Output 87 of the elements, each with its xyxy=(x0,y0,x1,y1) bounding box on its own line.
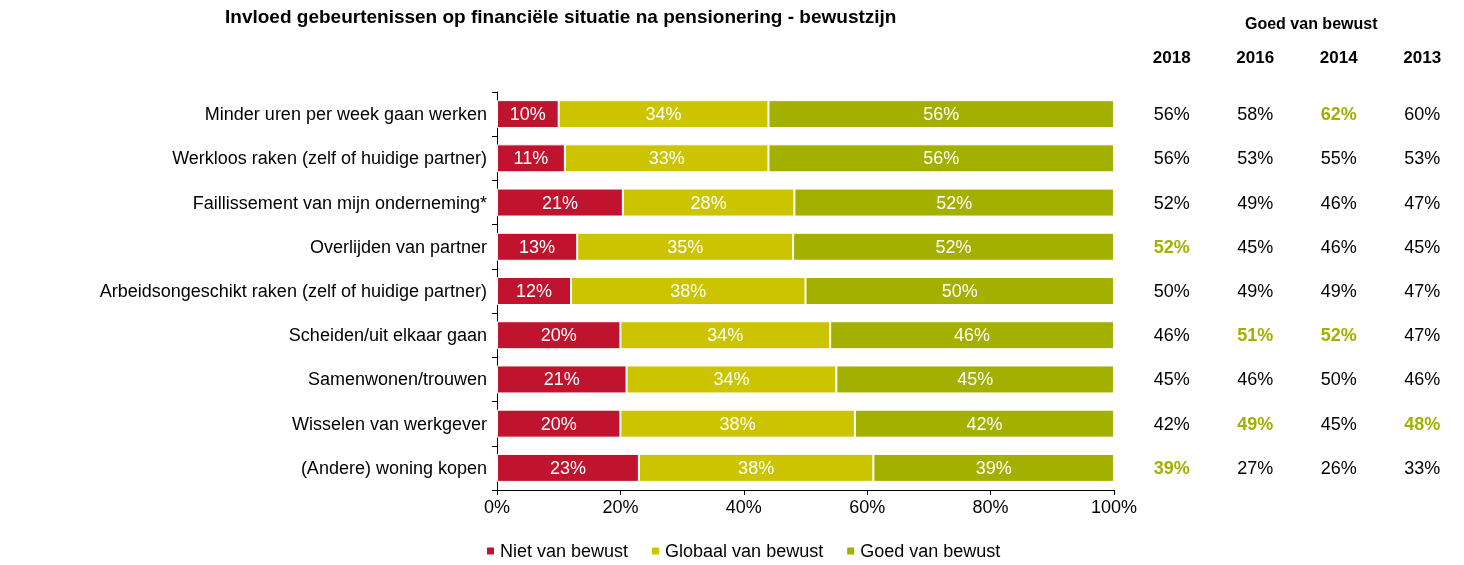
data-label: 42% xyxy=(1153,413,1190,434)
text: 23% xyxy=(549,457,586,478)
x-tick-label: 2013 xyxy=(1403,48,1442,67)
x-tick-label: 2014 xyxy=(1319,48,1359,67)
data-label: 49% xyxy=(1237,192,1274,213)
y-tick-label: Wisselen van werkgever xyxy=(291,413,487,434)
text: 12% xyxy=(516,281,553,301)
data-label: 52% xyxy=(1320,325,1357,346)
data-label: 53% xyxy=(1237,148,1274,169)
data-label: 46% xyxy=(1320,192,1357,213)
text: 46% xyxy=(954,325,991,346)
x-tick-label: 20% xyxy=(602,497,639,517)
data-label: 56% xyxy=(1153,104,1190,125)
data-label: 56% xyxy=(1153,148,1190,169)
data-label: 49% xyxy=(1320,281,1357,301)
data-label: 53% xyxy=(1404,148,1441,169)
text: 52% xyxy=(936,192,973,213)
y-tick-label: Werkloos raken (zelf of huidige partner) xyxy=(172,148,487,169)
x-tick-label: 0% xyxy=(483,497,511,517)
text: 33% xyxy=(648,148,685,169)
x-tick-label: 2018 xyxy=(1152,48,1191,67)
data-label: 27% xyxy=(1237,457,1274,478)
data-label: 49% xyxy=(1237,413,1274,434)
data-label: 49% xyxy=(1237,281,1274,301)
text: 34% xyxy=(707,325,744,346)
data-label: 60% xyxy=(1404,104,1441,125)
text: 20% xyxy=(540,413,577,434)
legend-label: Niet van bewust xyxy=(500,541,629,561)
text: 21% xyxy=(543,369,580,390)
y-tick-label: (Andere) woning kopen xyxy=(300,457,487,478)
y-tick-label: Samenwonen/trouwen xyxy=(307,369,487,390)
data-label: 47% xyxy=(1404,192,1441,213)
text: 10% xyxy=(509,104,546,125)
data-label: 48% xyxy=(1404,413,1441,434)
x-tick-label: 60% xyxy=(849,497,886,517)
y-tick-label: Arbeidsongeschikt raken (zelf of huidige partner) xyxy=(99,281,487,301)
data-label: 58% xyxy=(1237,104,1274,125)
y-tick-label: Overlijden van partner xyxy=(309,236,487,257)
y-tick-label: Scheiden/uit elkaar gaan xyxy=(288,325,487,346)
chart-title: Goed van bewust xyxy=(1245,14,1379,32)
data-label: 47% xyxy=(1404,281,1441,301)
text: 38% xyxy=(670,281,707,301)
text: 38% xyxy=(719,413,756,434)
data-label: 46% xyxy=(1153,325,1190,346)
data-label: 47% xyxy=(1404,325,1441,346)
text: 35% xyxy=(667,236,704,257)
text: 21% xyxy=(541,192,578,213)
data-label: 46% xyxy=(1237,369,1274,390)
data-label: 46% xyxy=(1404,369,1441,390)
data-label: 62% xyxy=(1320,104,1357,125)
legend-label: Goed van bewust xyxy=(860,541,1001,561)
x-tick-label: 40% xyxy=(725,497,762,517)
text: 34% xyxy=(713,369,750,390)
chart-title: Invloed gebeurtenissen op financiële situatie na pensionering - bewustzijn xyxy=(225,6,897,27)
data-label: 26% xyxy=(1320,457,1357,478)
text: 34% xyxy=(645,104,682,125)
text: 39% xyxy=(975,457,1012,478)
text: 52% xyxy=(935,236,972,257)
text: 20% xyxy=(540,325,577,346)
text: 45% xyxy=(957,369,994,390)
data-label: 39% xyxy=(1153,457,1190,478)
data-label: 45% xyxy=(1320,413,1357,434)
y-tick-label: Faillissement van mijn onderneming* xyxy=(192,192,487,213)
data-label: 52% xyxy=(1153,236,1190,257)
text: 42% xyxy=(966,413,1003,434)
text: 50% xyxy=(941,281,978,301)
data-label: 55% xyxy=(1320,148,1357,169)
legend-label: Globaal van bewust xyxy=(665,541,824,561)
data-label: 45% xyxy=(1237,236,1274,257)
data-label: 45% xyxy=(1404,236,1441,257)
y-tick-label: Minder uren per week gaan werken xyxy=(204,104,487,125)
text: 11% xyxy=(513,148,549,169)
x-tick-label: 80% xyxy=(972,497,1009,517)
text: 56% xyxy=(923,148,960,169)
data-label: 33% xyxy=(1404,457,1441,478)
x-tick-label: 100% xyxy=(1090,497,1137,517)
data-label: 50% xyxy=(1153,281,1190,301)
data-label: 45% xyxy=(1153,369,1190,390)
text: 13% xyxy=(519,236,556,257)
text: 56% xyxy=(923,104,960,125)
x-tick-label: 2016 xyxy=(1236,48,1275,67)
data-label: 51% xyxy=(1237,325,1274,346)
data-label: 46% xyxy=(1320,236,1357,257)
data-label: 50% xyxy=(1320,369,1357,390)
data-label: 52% xyxy=(1153,192,1190,213)
text: 38% xyxy=(738,457,775,478)
text: 28% xyxy=(690,192,727,213)
